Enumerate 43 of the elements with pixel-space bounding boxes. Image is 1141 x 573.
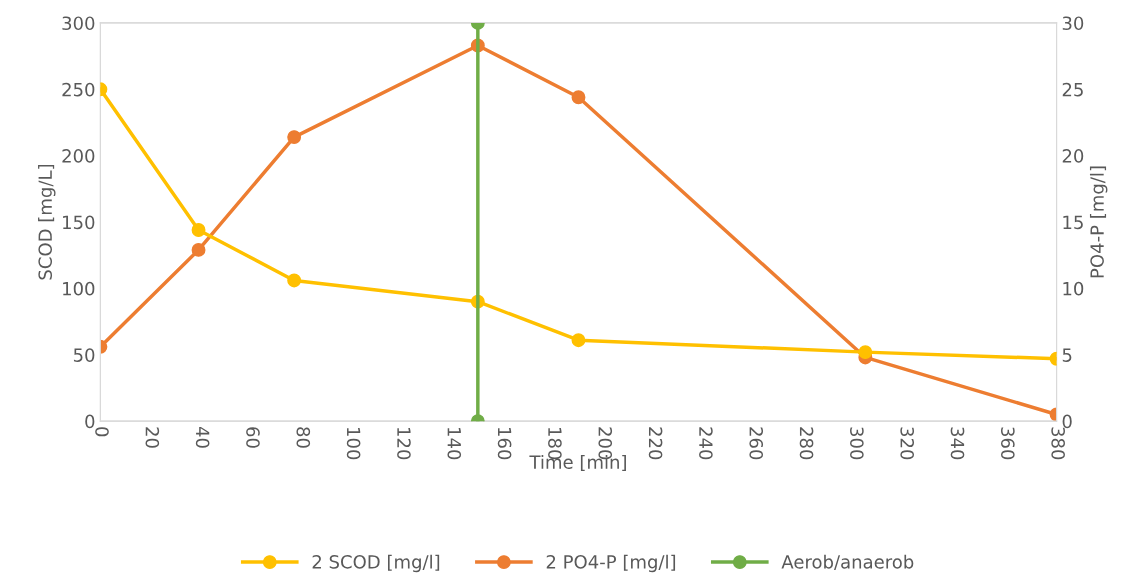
x-tick-label: 260 [749,427,764,460]
x-tick-label: 20 [145,427,160,448]
point [287,273,302,288]
x-tick-label: 300 [850,427,864,460]
y-axis-title: SCOD [mg/L] [38,164,56,280]
x-tick-label: 0 [95,427,109,437]
point [287,130,302,145]
y-tick-label: 300 [62,16,95,31]
x-tick-label: 40 [195,426,210,448]
x-tick-label: 220 [648,427,663,460]
x-tick-label: 100 [346,428,361,460]
y2-tick-label: 5 [1062,348,1072,362]
legend-label: 2 PO4-P [mg/l] [546,554,676,573]
x-tick-label: 60 [246,427,260,448]
x-tick-label: 380 [1051,427,1065,460]
point [571,90,586,105]
y2-axis-title: PO4-P [mg/l] [1089,166,1108,278]
point [191,223,206,237]
x-tick-label: 360 [1001,427,1015,460]
y2-tick-label: 30 [1062,16,1084,31]
x-tick-label: 240 [699,427,713,460]
point [191,242,206,257]
y2-tick-label: 20 [1062,149,1084,163]
x-tick-label: 80 [296,427,311,448]
y2-tick-label: 10 [1063,281,1084,296]
legend-label: 2 SCOD [mg/l] [312,554,440,573]
y-tick-label: 0 [85,414,95,429]
point [571,333,586,348]
legend-label: Aerob/anaerob [781,554,914,571]
y2-tick-label: 0 [1062,414,1072,429]
y2-tick-label: 15 [1063,215,1083,230]
y-tick-label: 150 [63,215,95,230]
y-tick-label: 100 [63,281,95,296]
y-tick-label: 50 [73,348,95,362]
x-tick-label: 120 [397,428,411,460]
y-tick-label: 250 [62,82,95,97]
x-tick-label: 160 [497,428,512,460]
x-tick-label: 280 [799,427,814,460]
x-tick-label: 340 [950,427,965,460]
y-tick-label: 200 [62,149,95,163]
x-tick-label: 140 [447,428,462,460]
x-tick-label: 320 [900,427,915,460]
y2-tick-label: 25 [1062,82,1083,97]
